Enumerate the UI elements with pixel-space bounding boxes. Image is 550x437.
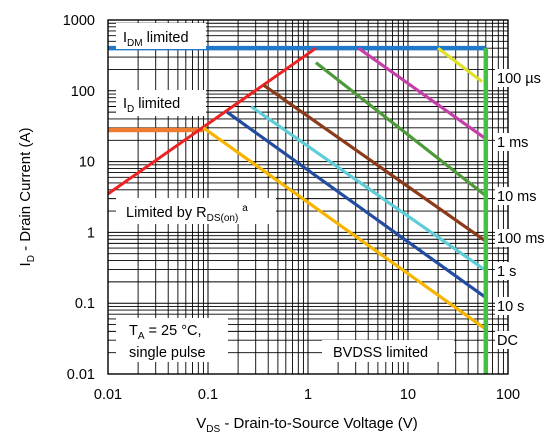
y-tick-label: 1 [87,225,95,241]
series-line-2 [314,61,487,197]
curves [107,45,489,374]
rds-box [116,198,276,224]
y-axis-title: ID - Drain Current (A) [17,128,37,267]
series-label: 100 ms [497,231,545,247]
series-label-bg [495,187,540,205]
series-label-bg [495,229,549,247]
series-line-3 [262,83,487,243]
rds-label: Limited by RDS(on)a [126,203,248,224]
series-label: 100 µs [497,71,541,87]
single-pulse-label: single pulse [129,345,206,361]
bvdss-box [322,340,454,362]
series-line-4 [250,105,487,272]
series-label-bg [495,297,532,315]
x-tick-label: 100 [496,387,520,403]
rds-limit-line [107,46,317,196]
series-line-6 [202,126,487,331]
series-label-bg [495,262,524,280]
series-label: DC [497,333,518,349]
labels: 0.01 0.1 1 10 100 0.01 0.1 1 10 100 1000 [63,13,520,403]
series-line-1 [357,46,487,141]
series-label-bg [495,331,516,349]
y-tick-label: 100 [71,84,95,100]
y-tick-label: 10 [79,155,95,171]
series-labels: 100 µs 1 ms 10 ms 100 ms 1 s 10 s DC [495,69,549,349]
x-axis-title: VDS - Drain-to-Source Voltage (V) [196,415,418,435]
idm-label: IDM limited [123,30,189,49]
x-tick-label: 0.01 [94,387,122,403]
y-tick-label: 0.1 [75,296,95,312]
x-tick-label: 0.1 [198,387,218,403]
x-tick-label: 10 [400,387,416,403]
id-box [116,90,206,116]
series-line-5 [226,110,487,299]
series-label: 1 s [497,264,516,280]
x-tick-label: 1 [304,387,312,403]
y-tick-label: 0.01 [67,367,95,383]
series-line-0 [437,46,483,83]
series-label: 10 ms [497,189,537,205]
idm-box [116,23,206,49]
series-label: 1 ms [497,135,528,151]
series-label: 10 s [497,299,524,315]
bvdss-label: BVDSS limited [333,345,428,361]
ta-label: TA = 25 °C, [129,323,202,342]
ta-box [116,318,228,362]
series-label-bg [495,133,532,151]
series-label-bg [495,69,549,87]
annotations: IDM limited ID limited Limited by RDS(on… [116,23,454,362]
y-tick-label: 1000 [63,13,95,29]
id-label: ID limited [123,96,180,115]
